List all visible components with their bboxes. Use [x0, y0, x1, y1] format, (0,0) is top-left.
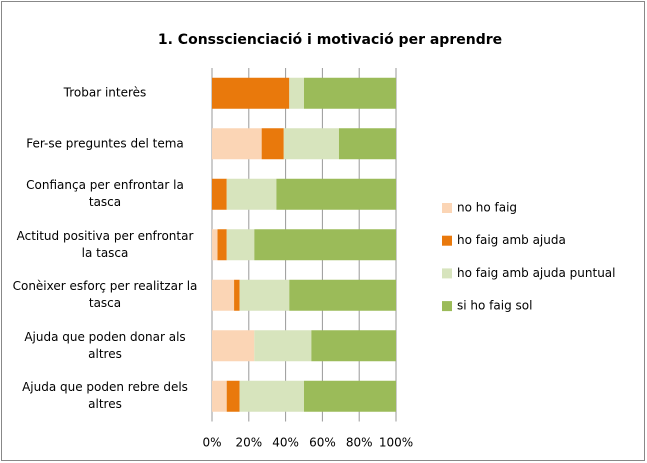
bar-segment: [254, 330, 312, 362]
legend-swatch: [442, 268, 452, 279]
bar-segment: [212, 128, 262, 160]
bar-segment: [239, 380, 304, 412]
legend-label: si ho faig sol: [457, 299, 532, 313]
y-tick-label: Ajuda que poden donar als altres: [24, 329, 186, 361]
legend-swatch: [442, 301, 452, 312]
y-tick-label: Fer-se preguntes del tema: [26, 136, 184, 151]
legend-swatch: [442, 235, 452, 246]
bar-segment: [283, 128, 339, 160]
legend-swatch: [442, 203, 452, 213]
chart-title: 1. Consscienciació i motivació per apren…: [158, 32, 502, 48]
bar-segment: [304, 380, 396, 412]
legend-label: ho faig amb ajuda: [457, 233, 566, 247]
bar-segment: [311, 330, 396, 362]
bar-segment: [212, 279, 235, 311]
x-tick-label: 100%: [379, 436, 413, 450]
bar-segment: [212, 178, 227, 210]
bar-segment: [212, 380, 227, 412]
bar-segment: [212, 229, 218, 261]
y-tick-label: Actitud positiva per enfrontar la tasca: [16, 228, 194, 260]
bar-segment: [239, 279, 290, 311]
bar-segment: [289, 77, 304, 109]
x-tick-label: 20%: [235, 436, 262, 450]
bar-segment: [261, 128, 284, 160]
y-tick-label: Confiança per enfrontar la tasca: [26, 178, 184, 210]
x-tick-label: 40%: [272, 436, 299, 450]
bar-segment: [226, 380, 240, 412]
bar-segment: [212, 77, 290, 109]
bar-segment: [289, 279, 396, 311]
x-tick-label: 80%: [346, 436, 373, 450]
bar-segment: [234, 279, 240, 311]
y-tick-label: Ajuda que poden rebre dels altres: [22, 380, 188, 412]
bar-segment: [304, 77, 396, 109]
bar-segment: [226, 229, 255, 261]
bar-segment: [226, 178, 277, 210]
bar-segment: [212, 330, 255, 362]
y-tick-label: Trobar interès: [63, 85, 147, 100]
bar-segment: [217, 229, 227, 261]
bar-segment: [254, 229, 396, 261]
bar-segment: [276, 178, 396, 210]
bar-segment: [338, 128, 396, 160]
x-tick-label: 0%: [202, 436, 221, 450]
y-tick-label: Conèixer esforç per realitzar la tasca: [12, 279, 198, 311]
legend-label: ho faig amb ajuda puntual: [457, 266, 615, 280]
legend-label: no ho faig: [457, 201, 517, 215]
x-tick-label: 60%: [309, 436, 336, 450]
